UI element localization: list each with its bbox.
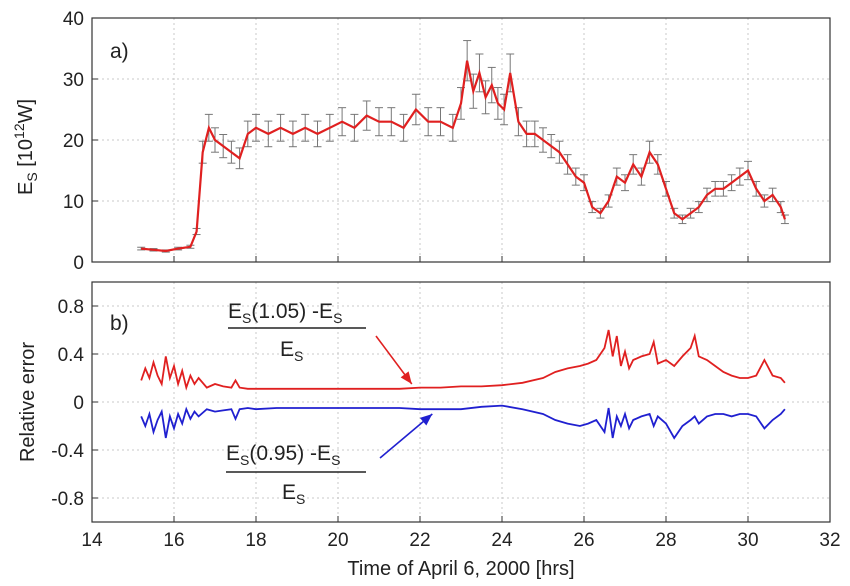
y-axis-label-a: ES [1012W] bbox=[11, 99, 40, 195]
error-bars-a bbox=[137, 40, 789, 253]
y-axis-label-b: Relative error bbox=[17, 342, 39, 462]
x-tick-label: 18 bbox=[245, 530, 266, 551]
y-tick-label-b: -0.8 bbox=[51, 489, 84, 510]
x-tick-label: 30 bbox=[737, 530, 758, 551]
y-label-a-sub: S bbox=[24, 172, 40, 181]
y-tick-label-a: 40 bbox=[63, 9, 84, 30]
panel-b: 14 16 18 20 22 24 26 28 30 32 0.8 0.4 0 -0.4 -0.8 b) R… bbox=[17, 281, 841, 551]
annotation-lower: ES(0.95) -ES ES bbox=[226, 413, 433, 507]
annotation-upper-denominator: ES bbox=[280, 338, 303, 364]
panel-a: 0 10 20 30 40 a) ES [1012W] bbox=[11, 9, 831, 274]
y-tick-label-a: 20 bbox=[63, 131, 84, 152]
x-tick-label: 24 bbox=[491, 530, 513, 551]
x-tick-label: 28 bbox=[655, 530, 676, 551]
panel-label-b: b) bbox=[110, 312, 129, 335]
y-label-a-end: W] bbox=[15, 99, 37, 123]
series-line-lower bbox=[140, 404, 786, 440]
panel-label-a: a) bbox=[110, 40, 129, 63]
annotation-lower-arrowhead bbox=[419, 414, 433, 426]
x-tick-label: 20 bbox=[327, 530, 348, 551]
annotation-lower-denominator: ES bbox=[282, 481, 305, 507]
y-tick-label-b: 0 bbox=[73, 393, 84, 414]
x-tick-label: 14 bbox=[81, 530, 103, 551]
y-tick-label-a: 30 bbox=[63, 70, 84, 91]
y-label-a-sup: 12 bbox=[11, 123, 27, 139]
y-label-a-mid: [10 bbox=[15, 139, 37, 172]
y-tick-label-b: 0.8 bbox=[58, 297, 84, 318]
y-tick-label-b: -0.4 bbox=[51, 441, 84, 462]
y-tick-label-b: 0.4 bbox=[58, 345, 85, 366]
series-line-es bbox=[141, 60, 786, 253]
x-tick-label: 26 bbox=[573, 530, 594, 551]
x-tick-label: 32 bbox=[819, 530, 840, 551]
annotation-upper-numerator: ES(1.05) -ES bbox=[228, 300, 342, 326]
x-tick-label: 22 bbox=[409, 530, 430, 551]
y-tick-label-a: 0 bbox=[73, 253, 84, 274]
x-axis-label: Time of April 6, 2000 [hrs] bbox=[347, 558, 574, 580]
ticks-b: 14 16 18 20 22 24 26 28 30 32 0.8 0.4 0 -0.4 -0.8 bbox=[51, 297, 840, 551]
y-label-a-base: E bbox=[15, 182, 37, 195]
annotation-upper: ES(1.05) -ES ES bbox=[228, 300, 413, 385]
annotation-upper-arrowhead bbox=[400, 371, 412, 384]
y-tick-label-a: 10 bbox=[63, 192, 84, 213]
annotation-lower-numerator: ES(0.95) -ES bbox=[226, 442, 340, 468]
x-tick-label: 16 bbox=[163, 530, 184, 551]
grid-b bbox=[91, 282, 831, 522]
grid-a bbox=[91, 17, 831, 263]
series-line-upper bbox=[140, 329, 786, 391]
ticks-a: 0 10 20 30 40 bbox=[63, 9, 831, 274]
